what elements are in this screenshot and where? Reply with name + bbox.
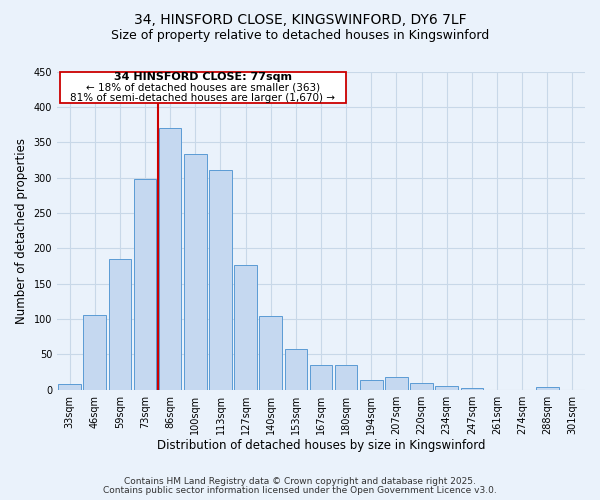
X-axis label: Distribution of detached houses by size in Kingswinford: Distribution of detached houses by size … [157, 440, 485, 452]
Bar [109, 259, 131, 390]
Bar [310, 365, 332, 390]
Bar [536, 387, 559, 390]
FancyBboxPatch shape [59, 72, 346, 102]
Text: Size of property relative to detached houses in Kingswinford: Size of property relative to detached ho… [111, 29, 489, 42]
Bar [234, 264, 257, 390]
Bar [184, 154, 206, 390]
Bar [436, 386, 458, 390]
Bar [461, 388, 483, 390]
Bar [385, 377, 408, 390]
Bar [335, 365, 358, 390]
Bar [58, 384, 81, 390]
Bar [159, 128, 181, 390]
Text: 81% of semi-detached houses are larger (1,670) →: 81% of semi-detached houses are larger (… [70, 92, 335, 102]
Text: 34 HINSFORD CLOSE: 77sqm: 34 HINSFORD CLOSE: 77sqm [114, 72, 292, 83]
Bar [410, 382, 433, 390]
Y-axis label: Number of detached properties: Number of detached properties [15, 138, 28, 324]
Bar [83, 316, 106, 390]
Text: 34, HINSFORD CLOSE, KINGSWINFORD, DY6 7LF: 34, HINSFORD CLOSE, KINGSWINFORD, DY6 7L… [134, 12, 466, 26]
Bar [259, 316, 282, 390]
Bar [360, 380, 383, 390]
Text: Contains public sector information licensed under the Open Government Licence v3: Contains public sector information licen… [103, 486, 497, 495]
Bar [209, 170, 232, 390]
Text: ← 18% of detached houses are smaller (363): ← 18% of detached houses are smaller (36… [86, 82, 320, 92]
Text: Contains HM Land Registry data © Crown copyright and database right 2025.: Contains HM Land Registry data © Crown c… [124, 477, 476, 486]
Bar [284, 348, 307, 390]
Bar [134, 179, 157, 390]
